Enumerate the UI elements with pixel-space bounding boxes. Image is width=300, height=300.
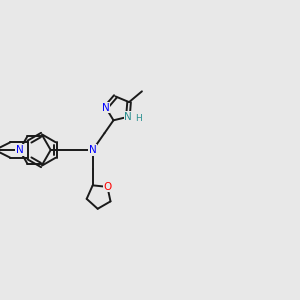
Text: H: H (135, 114, 142, 123)
Text: O: O (103, 182, 112, 192)
Text: N: N (89, 145, 97, 155)
Text: N: N (16, 145, 23, 155)
Text: N: N (124, 112, 132, 122)
Text: N: N (102, 103, 110, 112)
